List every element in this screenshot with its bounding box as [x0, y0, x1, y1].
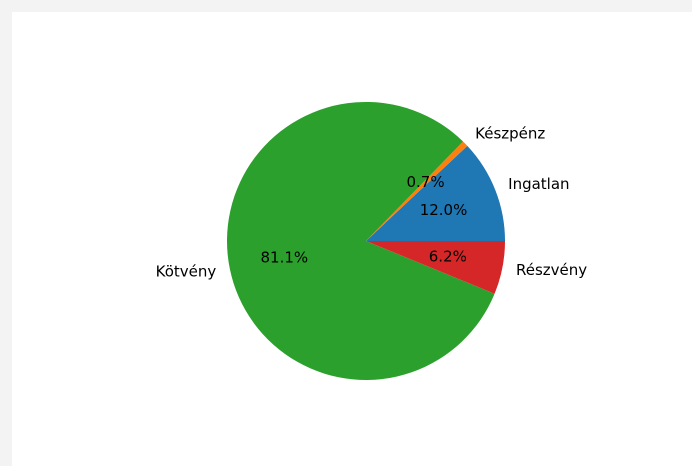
slice-label: Ingatlan: [508, 175, 569, 193]
pie-slices: [227, 102, 505, 380]
slice-percentage-label: 81.1%: [261, 248, 309, 266]
slice-percentage-label: 0.7%: [406, 173, 444, 191]
slice-label: Kötvény: [156, 263, 217, 281]
chart-figure: Ingatlan 12.0% Készpénz 0.7% Kötvény 81.1% Rés…: [12, 12, 692, 466]
slice-label: Részvény: [516, 261, 587, 279]
slice-percentage-label: 6.2%: [429, 248, 467, 266]
slice-label: Készpénz: [475, 124, 545, 142]
pie-chart: Ingatlan 12.0% Készpénz 0.7% Kötvény 81.1% Rés…: [12, 12, 692, 466]
slice-percentage-label: 12.0%: [420, 201, 468, 219]
